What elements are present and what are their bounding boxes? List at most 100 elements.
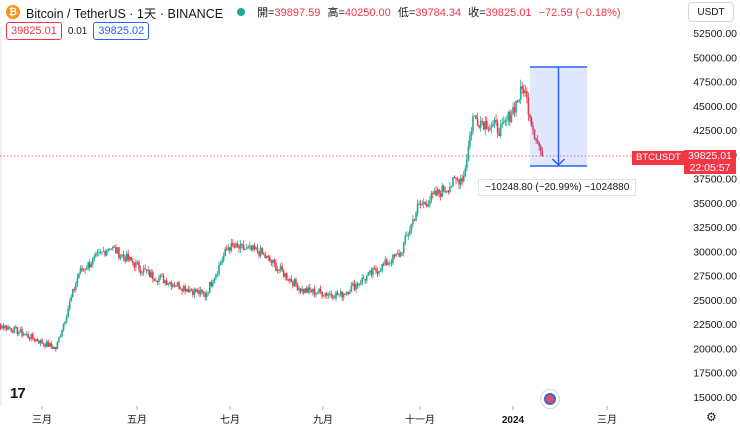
sell-price-button[interactable]: 39825.01 xyxy=(6,22,62,40)
candle-body xyxy=(296,284,299,291)
price-tick-label: 42500.00 xyxy=(693,125,737,137)
candle-body xyxy=(259,247,262,256)
candle-body xyxy=(390,262,393,264)
candle-body xyxy=(504,120,507,122)
candle-body xyxy=(322,295,325,297)
candle-body xyxy=(453,177,456,179)
candle-body xyxy=(244,249,246,251)
candle-body xyxy=(265,255,268,259)
candle-body xyxy=(305,288,308,293)
ohlc-close-value: 39825.01 xyxy=(485,7,532,19)
candle-body xyxy=(168,282,171,284)
candle-body xyxy=(55,347,57,350)
candle-body xyxy=(338,294,340,296)
candle-body xyxy=(232,242,234,246)
candle-body xyxy=(75,283,77,290)
buy-price-button[interactable]: 39825.02 xyxy=(93,22,150,40)
candle-body xyxy=(152,272,154,279)
time-axis[interactable]: 三月 五月 七月 九月 十一月 2024 三月 xyxy=(32,406,617,426)
candle-body xyxy=(205,293,208,298)
candle-body xyxy=(462,175,465,182)
candle-body xyxy=(365,275,368,281)
candle-body xyxy=(401,252,403,254)
candle-body xyxy=(289,278,291,281)
candle-body xyxy=(375,268,377,272)
candle-body xyxy=(333,298,336,299)
candle-body xyxy=(1,325,3,329)
candle-body xyxy=(452,177,454,187)
candle-body xyxy=(122,254,125,257)
candle-body xyxy=(196,290,199,293)
candle-body xyxy=(438,189,440,194)
candle-body xyxy=(213,278,216,283)
candle-body xyxy=(18,332,20,334)
candle-body xyxy=(527,97,530,115)
candle-body xyxy=(258,251,260,256)
candle-body xyxy=(521,86,524,89)
ohlc-low-label: 低= xyxy=(397,7,416,19)
candle-body xyxy=(532,126,534,130)
ohlc-open-label: 開= xyxy=(257,7,275,19)
candle-body xyxy=(481,120,484,123)
candle-body xyxy=(133,263,136,268)
candle-body xyxy=(364,279,367,281)
economic-event-icon[interactable] xyxy=(540,389,560,409)
candle-body xyxy=(161,275,163,277)
candle-body xyxy=(53,347,56,349)
currency-select[interactable]: USDT xyxy=(688,2,734,22)
candle-body xyxy=(466,159,468,169)
symbol-title[interactable]: Bitcoin / TetherUS · 1天 · BINANCE xyxy=(26,6,224,21)
candle-body xyxy=(71,288,74,297)
ohlc-high-label: 高= xyxy=(327,7,345,19)
price-tick-label: 52500.00 xyxy=(693,28,737,40)
price-axis[interactable]: 52500.00 50000.00 47500.00 45000.00 42500.00… xyxy=(693,28,737,404)
candle-body xyxy=(526,91,528,98)
candle-body xyxy=(175,286,177,287)
candle-body xyxy=(170,282,173,287)
candle-body xyxy=(25,334,28,335)
candle-body xyxy=(373,268,376,270)
candle-body xyxy=(310,290,313,293)
candle-body xyxy=(393,254,396,257)
candle-body xyxy=(392,254,394,264)
candle-body xyxy=(138,262,140,270)
candle-body xyxy=(188,289,191,293)
candle-body xyxy=(276,269,279,271)
candle-body xyxy=(304,288,307,293)
candle-body xyxy=(230,242,233,251)
candle-body xyxy=(8,327,11,329)
candle-body xyxy=(62,323,65,331)
candle-body xyxy=(91,258,94,265)
candle-body xyxy=(489,127,491,131)
settings-gear-icon[interactable]: ⚙ xyxy=(706,410,717,424)
candle-body xyxy=(356,284,359,286)
candle-body xyxy=(27,334,29,338)
candle-body xyxy=(253,245,256,250)
candle-body xyxy=(70,296,73,302)
candle-body xyxy=(439,193,442,197)
candle-body xyxy=(73,288,76,290)
tradingview-logo-icon[interactable]: 17 xyxy=(10,385,26,402)
candle-body xyxy=(67,308,69,317)
market-status-icon[interactable] xyxy=(237,8,246,16)
candle-body xyxy=(176,282,179,287)
candle-body xyxy=(367,272,370,276)
candle-body xyxy=(533,129,536,139)
candle-body xyxy=(352,283,354,286)
candle-body xyxy=(115,247,117,254)
time-tick-label: 七月 xyxy=(220,414,240,426)
candle-body xyxy=(422,202,425,205)
candle-body xyxy=(382,264,385,265)
candle-body xyxy=(255,247,257,250)
candle-body xyxy=(350,285,353,292)
candle-body xyxy=(512,106,514,115)
candle-body xyxy=(4,325,6,329)
candle-body xyxy=(292,282,294,287)
candle-body xyxy=(264,254,266,259)
chart-header: ₿ Bitcoin / TetherUS · 1天 · BINANCE 開=39… xyxy=(0,0,740,48)
candle-body xyxy=(162,276,165,284)
candle-body xyxy=(492,123,494,127)
symbol-row: ₿ Bitcoin / TetherUS · 1天 · BINANCE 開=39… xyxy=(6,4,625,21)
price-range-measure[interactable] xyxy=(530,66,587,167)
